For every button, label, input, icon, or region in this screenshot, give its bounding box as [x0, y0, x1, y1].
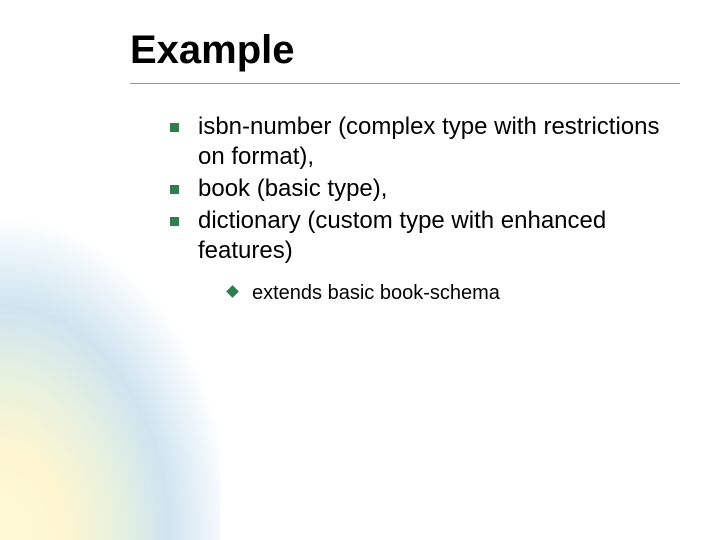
bullet-text: book (basic type), — [198, 175, 387, 202]
bullet-text: isbn-number (complex type with restricti… — [198, 113, 660, 170]
square-bullet-icon — [170, 123, 179, 132]
sub-bullet-text: extends basic book-schema — [252, 282, 500, 304]
bullet-text: dictionary (custom type with enhanced fe… — [198, 207, 606, 264]
sub-bullet-item: extends basic book-schema — [228, 280, 680, 306]
diamond-bullet-icon — [226, 285, 239, 298]
title-wrap: Example — [130, 28, 680, 84]
bullet-item: book (basic type), — [170, 174, 680, 204]
square-bullet-icon — [170, 185, 179, 194]
sub-bullet-list: extends basic book-schema — [228, 280, 680, 306]
slide-title: Example — [130, 28, 680, 73]
slide-container: Example isbn-number (complex type with r… — [0, 0, 720, 540]
bullet-item: dictionary (custom type with enhanced fe… — [170, 206, 680, 306]
bullet-item: isbn-number (complex type with restricti… — [170, 112, 680, 172]
square-bullet-icon — [170, 217, 179, 226]
bullet-list: isbn-number (complex type with restricti… — [170, 112, 680, 306]
